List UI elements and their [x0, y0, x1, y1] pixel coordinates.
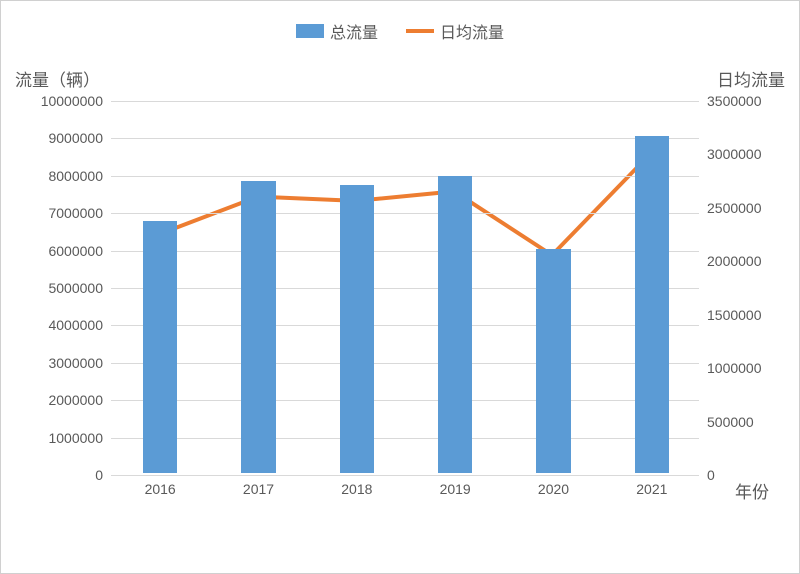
y-left-tick-label: 9000000: [48, 130, 103, 146]
grid-line: [111, 363, 699, 364]
grid-line: [111, 400, 699, 401]
y-left-tick-label: 8000000: [48, 168, 103, 184]
grid-line: [111, 251, 699, 252]
grid-line: [111, 138, 699, 139]
x-tick-label: 2021: [636, 481, 667, 497]
chart-container: 总流量 日均流量 流量（辆） 日均流量 年份 01000000200000030…: [0, 0, 800, 574]
legend-item-line: 日均流量: [406, 19, 504, 43]
y-left-tick-label: 4000000: [48, 317, 103, 333]
grid-line: [111, 176, 699, 177]
y-right-tick-label: 3500000: [707, 93, 762, 109]
legend-label-bar: 总流量: [330, 19, 378, 43]
x-tick-label: 2018: [341, 481, 372, 497]
y-right-tick-label: 1500000: [707, 307, 762, 323]
y-left-tick-label: 7000000: [48, 205, 103, 221]
y-right-axis-title: 日均流量: [717, 66, 785, 91]
y-left-axis-title: 流量（辆）: [15, 66, 100, 91]
legend-label-line: 日均流量: [440, 19, 504, 43]
grid-line: [111, 213, 699, 214]
grid-line: [111, 475, 699, 476]
grid-line: [111, 325, 699, 326]
bar: [536, 249, 570, 473]
x-tick-label: 2016: [145, 481, 176, 497]
grid-line: [111, 101, 699, 102]
x-tick-label: 2019: [440, 481, 471, 497]
bar: [340, 185, 374, 473]
y-left-tick-label: 3000000: [48, 355, 103, 371]
bar: [438, 176, 472, 473]
plot-area: 0100000020000003000000400000050000006000…: [111, 101, 699, 473]
y-left-tick-label: 5000000: [48, 280, 103, 296]
y-right-tick-label: 0: [707, 467, 715, 483]
bar: [635, 136, 669, 473]
grid-line: [111, 288, 699, 289]
bar: [241, 181, 275, 473]
grid-line: [111, 438, 699, 439]
y-right-tick-label: 2500000: [707, 200, 762, 216]
y-left-tick-label: 0: [95, 467, 103, 483]
line-series: [160, 154, 650, 255]
legend: 总流量 日均流量: [1, 19, 799, 43]
bar: [143, 221, 177, 473]
x-tick-label: 2020: [538, 481, 569, 497]
legend-item-bar: 总流量: [296, 19, 378, 43]
y-left-tick-label: 1000000: [48, 430, 103, 446]
line-series-svg: [111, 101, 699, 473]
x-axis-title: 年份: [735, 478, 769, 503]
x-tick-label: 2017: [243, 481, 274, 497]
y-right-tick-label: 1000000: [707, 360, 762, 376]
y-left-tick-label: 6000000: [48, 243, 103, 259]
legend-swatch-line: [406, 29, 434, 33]
y-right-tick-label: 2000000: [707, 253, 762, 269]
y-right-tick-label: 3000000: [707, 146, 762, 162]
y-left-tick-label: 10000000: [41, 93, 103, 109]
y-right-tick-label: 500000: [707, 414, 754, 430]
legend-swatch-bar: [296, 24, 324, 38]
y-left-tick-label: 2000000: [48, 392, 103, 408]
